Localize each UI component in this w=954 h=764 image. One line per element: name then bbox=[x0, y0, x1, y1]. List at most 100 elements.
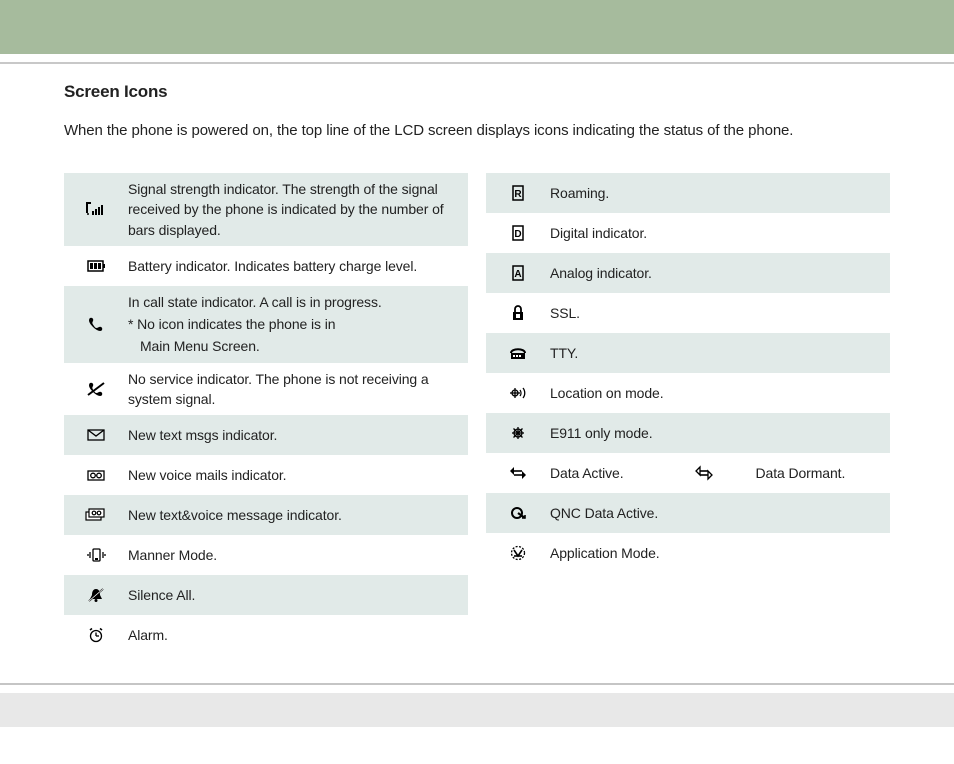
icon-description-text: SSL. bbox=[550, 305, 580, 321]
icon-cell bbox=[64, 381, 128, 397]
icon-row: Data Active. Data Dormant. bbox=[486, 453, 890, 493]
icon-description: Location on mode. bbox=[550, 383, 890, 403]
icon-description: Battery indicator. Indicates battery cha… bbox=[128, 256, 468, 276]
icon-description-text: New text msgs indicator. bbox=[128, 427, 277, 443]
section-title: Screen Icons bbox=[64, 82, 890, 102]
tty-icon bbox=[507, 345, 529, 361]
icon-description-text: No service indicator. The phone is not r… bbox=[128, 371, 429, 407]
icon-description: Analog indicator. bbox=[550, 263, 890, 283]
icon-description: Digital indicator. bbox=[550, 223, 890, 243]
digital-icon bbox=[507, 225, 529, 241]
icon-description-sub: * No icon indicates the phone is in bbox=[128, 314, 456, 334]
icon-row: Location on mode. bbox=[486, 373, 890, 413]
icon-description-text: Alarm. bbox=[128, 627, 168, 643]
icon-description: In call state indicator. A call is in pr… bbox=[128, 292, 468, 357]
bottom-bar bbox=[0, 693, 954, 727]
icon-row: New text msgs indicator. bbox=[64, 415, 468, 455]
icon-row: New text&voice message indicator. bbox=[64, 495, 468, 535]
icon-row: Alarm. bbox=[64, 615, 468, 655]
icon-row: No service indicator. The phone is not r… bbox=[64, 363, 468, 416]
icon-cell bbox=[486, 545, 550, 561]
icon-description: QNC Data Active. bbox=[550, 503, 890, 523]
icon-cell bbox=[64, 507, 128, 523]
icon-description-text: Analog indicator. bbox=[550, 265, 652, 281]
icon-cell bbox=[486, 185, 550, 201]
icon-description: Roaming. bbox=[550, 183, 890, 203]
icon-description: No service indicator. The phone is not r… bbox=[128, 369, 468, 410]
qnc-icon bbox=[507, 505, 529, 521]
icon-row: Battery indicator. Indicates battery cha… bbox=[64, 246, 468, 286]
icon-row: In call state indicator. A call is in pr… bbox=[64, 286, 468, 363]
icon-cell bbox=[692, 465, 716, 481]
e911-icon bbox=[507, 425, 529, 441]
icon-cell bbox=[486, 225, 550, 241]
icon-description-text: Data Dormant. bbox=[756, 463, 846, 483]
icon-row: Digital indicator. bbox=[486, 213, 890, 253]
icon-row: Manner Mode. bbox=[64, 535, 468, 575]
icon-description: Manner Mode. bbox=[128, 545, 468, 565]
ssl-icon bbox=[507, 305, 529, 321]
icon-row: New voice mails indicator. bbox=[64, 455, 468, 495]
icon-description-text: In call state indicator. A call is in pr… bbox=[128, 294, 382, 310]
app-mode-icon bbox=[507, 545, 529, 561]
icon-row: SSL. bbox=[486, 293, 890, 333]
icon-description-sub: Main Menu Screen. bbox=[128, 336, 456, 356]
icon-description-text: Data Active. bbox=[550, 463, 624, 483]
icon-row: Silence All. bbox=[64, 575, 468, 615]
icon-cell bbox=[64, 201, 128, 217]
icon-description: New text&voice message indicator. bbox=[128, 505, 468, 525]
icon-description: Alarm. bbox=[128, 625, 468, 645]
icon-cell bbox=[486, 385, 550, 401]
icon-description: E911 only mode. bbox=[550, 423, 890, 443]
new-voicemail-icon bbox=[85, 467, 107, 483]
icon-cell bbox=[486, 265, 550, 281]
icon-description: Silence All. bbox=[128, 585, 468, 605]
icon-description: Data Active. Data Dormant. bbox=[550, 463, 890, 483]
icon-description-text: Roaming. bbox=[550, 185, 609, 201]
icon-description: New voice mails indicator. bbox=[128, 465, 468, 485]
icon-description-text: New text&voice message indicator. bbox=[128, 507, 342, 523]
icon-row: Application Mode. bbox=[486, 533, 890, 573]
icon-description: New text msgs indicator. bbox=[128, 425, 468, 445]
icon-cell bbox=[64, 587, 128, 603]
battery-icon bbox=[85, 258, 107, 274]
data-active-icon bbox=[507, 465, 529, 481]
icon-row: TTY. bbox=[486, 333, 890, 373]
icon-cell bbox=[64, 547, 128, 563]
icon-tables: Signal strength indicator. The strength … bbox=[64, 173, 890, 655]
data-dormant-icon bbox=[693, 465, 715, 481]
intro-text: When the phone is powered on, the top li… bbox=[64, 120, 890, 141]
icon-description: TTY. bbox=[550, 343, 890, 363]
icon-description-text: New voice mails indicator. bbox=[128, 467, 286, 483]
icon-description: SSL. bbox=[550, 303, 890, 323]
icon-description-text: Silence All. bbox=[128, 587, 195, 603]
icon-description-text: E911 only mode. bbox=[550, 425, 653, 441]
icon-cell bbox=[486, 345, 550, 361]
icon-cell bbox=[64, 316, 128, 332]
icon-cell bbox=[486, 305, 550, 321]
icon-row: Signal strength indicator. The strength … bbox=[64, 173, 468, 246]
manner-mode-icon bbox=[85, 547, 107, 563]
icon-description-text: Application Mode. bbox=[550, 545, 660, 561]
no-service-icon bbox=[85, 381, 107, 397]
roaming-icon bbox=[507, 185, 529, 201]
icon-row: QNC Data Active. bbox=[486, 493, 890, 533]
icon-row: Roaming. bbox=[486, 173, 890, 213]
content: Screen Icons When the phone is powered o… bbox=[0, 64, 954, 655]
analog-icon bbox=[507, 265, 529, 281]
divider-bottom bbox=[0, 683, 954, 685]
new-text-icon bbox=[85, 427, 107, 443]
icon-description-text: Manner Mode. bbox=[128, 547, 217, 563]
icon-column-left: Signal strength indicator. The strength … bbox=[64, 173, 468, 655]
icon-row: Analog indicator. bbox=[486, 253, 890, 293]
icon-cell bbox=[64, 258, 128, 274]
top-bar bbox=[0, 0, 954, 54]
icon-description-text: Digital indicator. bbox=[550, 225, 647, 241]
icon-description-text: QNC Data Active. bbox=[550, 505, 658, 521]
icon-description-text: Location on mode. bbox=[550, 385, 664, 401]
icon-description: Signal strength indicator. The strength … bbox=[128, 179, 468, 240]
in-call-icon bbox=[85, 316, 107, 332]
silence-all-icon bbox=[85, 587, 107, 603]
icon-cell bbox=[64, 427, 128, 443]
alarm-icon bbox=[85, 627, 107, 643]
